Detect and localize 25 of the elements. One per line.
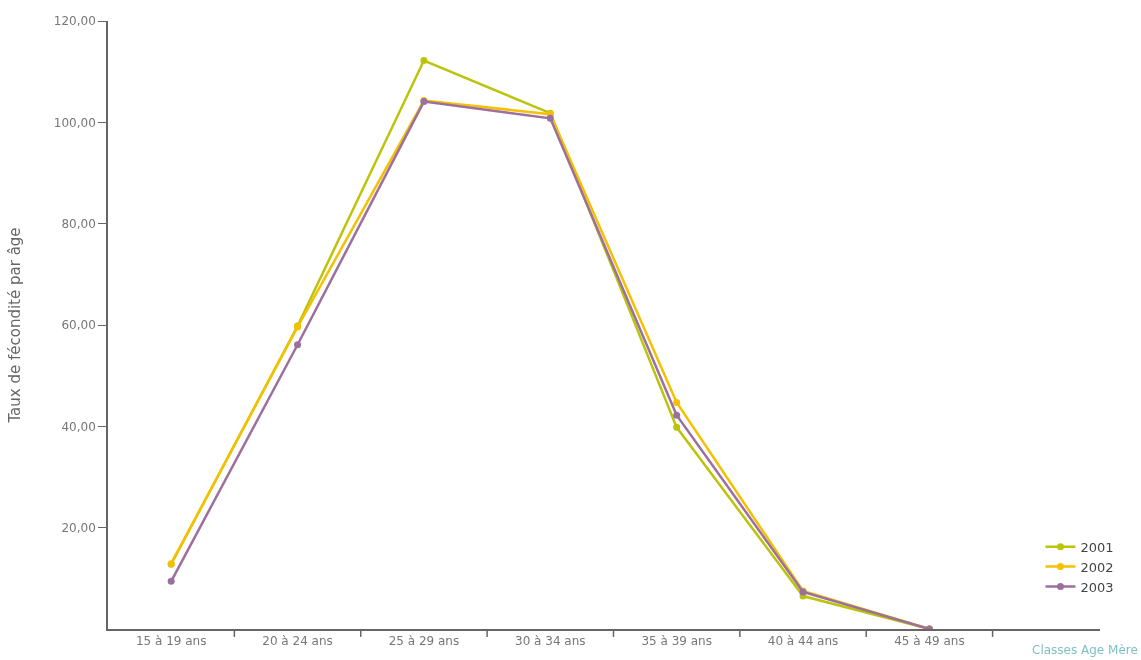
- point: [420, 57, 428, 65]
- y-tick-label: 80,00: [61, 216, 96, 231]
- x-tick-label: 20 à 24 ans: [262, 634, 333, 649]
- point: [546, 114, 554, 122]
- point: [294, 341, 302, 349]
- y-tick-label: 120,00: [53, 14, 96, 29]
- x-tick-label: 25 à 29 ans: [388, 634, 460, 649]
- x-axis-title: Classes Age Mère: [1032, 643, 1138, 657]
- y-tick-label: 40,00: [61, 419, 96, 434]
- x-tick-label: 30 à 34 ans: [515, 634, 586, 649]
- x-tick-label: 15 à 19 ans: [135, 634, 207, 649]
- y-tick-label: 60,00: [61, 318, 96, 333]
- y-tick-label: 100,00: [53, 115, 96, 130]
- y-axis-title: Taux de fécondité par âge: [5, 227, 24, 424]
- point: [673, 411, 681, 419]
- legend-label: 2002: [1080, 559, 1114, 575]
- y-tick-label: 20,00: [61, 520, 96, 535]
- x-tick-label: 45 à 49 ans: [894, 634, 965, 649]
- legend-label: 2001: [1080, 539, 1114, 555]
- legend-label: 2003: [1080, 579, 1114, 595]
- point: [673, 423, 681, 431]
- x-tick-label: 35 à 39 ans: [641, 634, 712, 649]
- point: [673, 399, 681, 407]
- x-tick-label: 40 à 44 ans: [767, 634, 839, 649]
- point: [167, 577, 175, 585]
